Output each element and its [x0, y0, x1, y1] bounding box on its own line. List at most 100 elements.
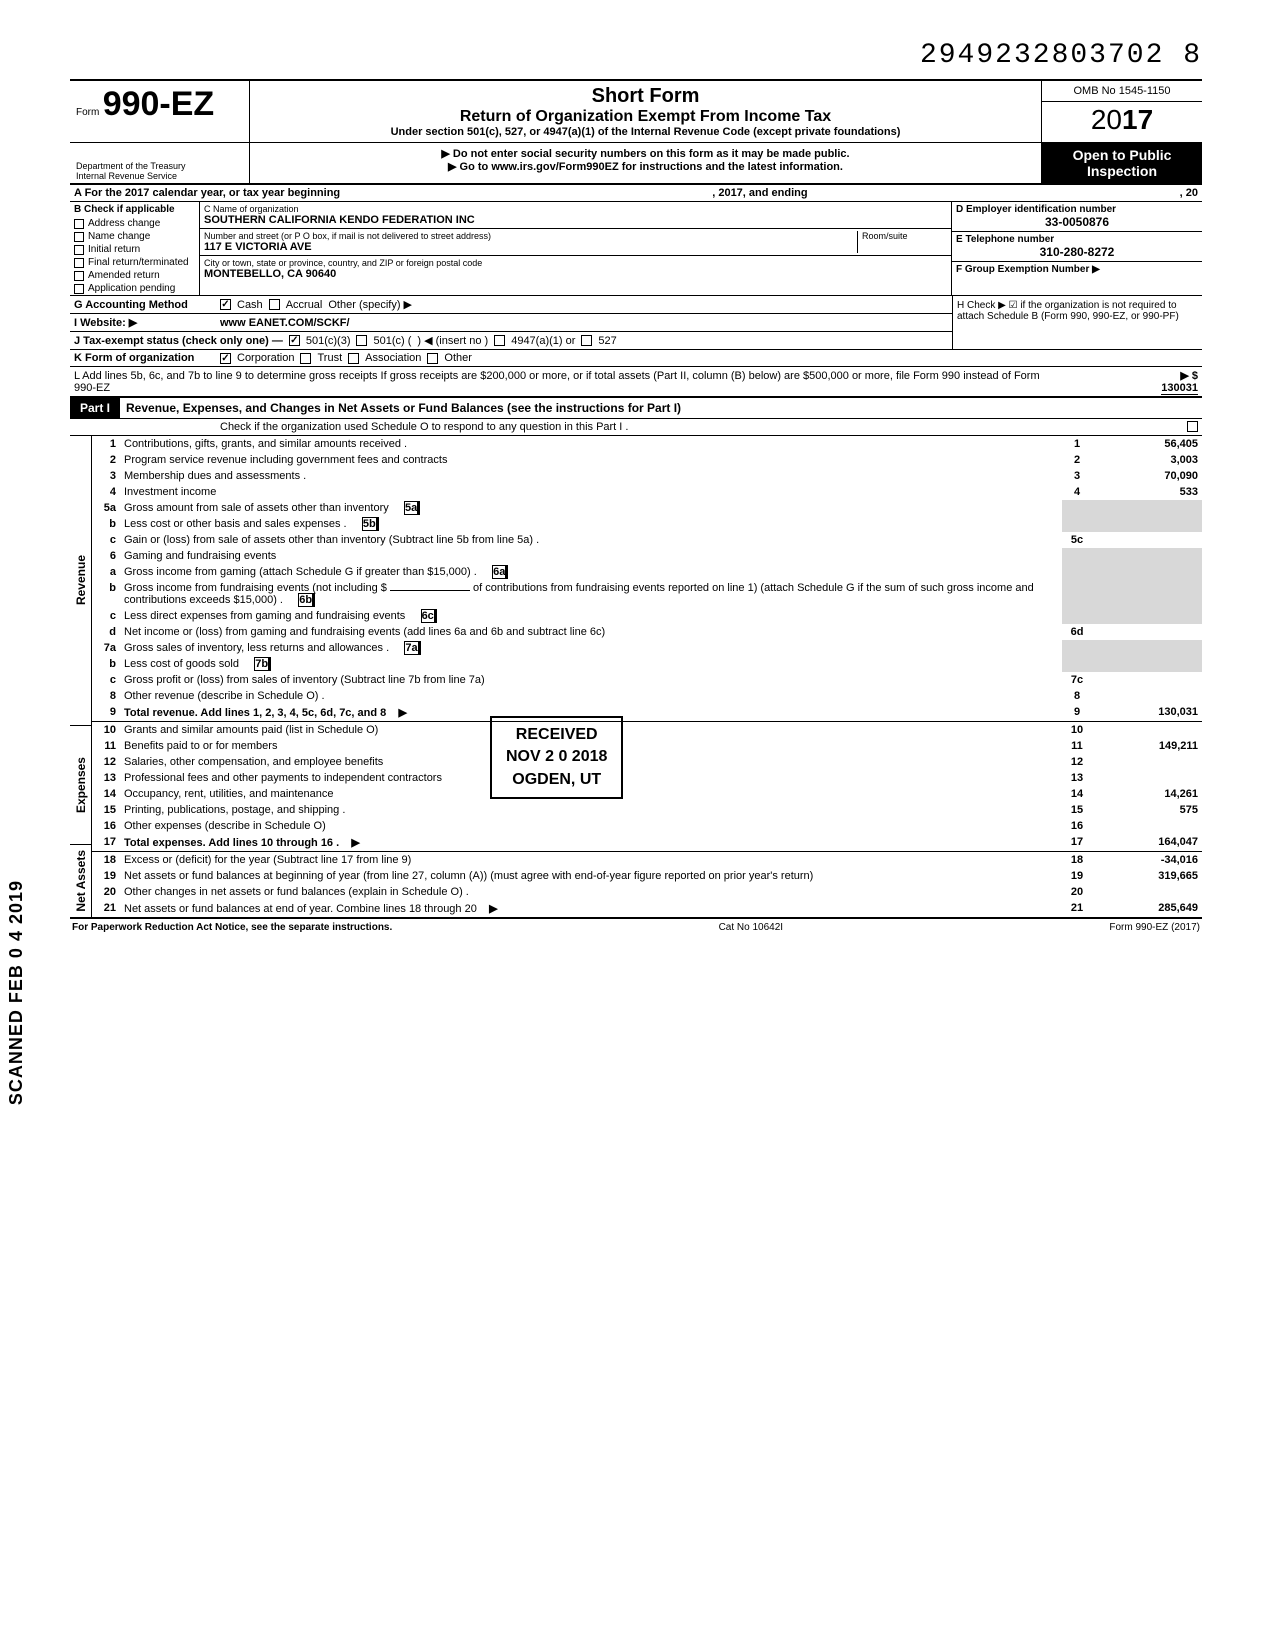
c-city-label: City or town, state or province, country…: [204, 258, 947, 268]
chk-final-return[interactable]: [74, 258, 84, 268]
line17-val: 164,047: [1092, 834, 1202, 852]
line2-desc: Program service revenue including govern…: [124, 454, 447, 466]
line11-val: 149,211: [1092, 738, 1202, 754]
document-number: 2949232803702 8: [70, 40, 1202, 71]
g-accrual: Accrual: [286, 299, 323, 311]
line6d-desc: Net income or (loss) from gaming and fun…: [124, 626, 605, 638]
line14-desc: Occupancy, rent, utilities, and maintena…: [124, 788, 334, 800]
chk-other-org[interactable]: [427, 353, 438, 364]
row-a: A For the 2017 calendar year, or tax yea…: [70, 185, 1202, 202]
e-label: E Telephone number: [956, 234, 1198, 245]
k-label: K Form of organization: [74, 352, 214, 364]
j-o3: 4947(a)(1) or: [511, 335, 575, 347]
line6a-desc: Gross income from gaming (attach Schedul…: [124, 566, 477, 578]
line2-val: 3,003: [1092, 452, 1202, 468]
chk-schedule-o[interactable]: [1187, 421, 1198, 432]
line18-val: -34,016: [1092, 852, 1202, 869]
row-i: I Website: ▶ www EANET.COM/SCKF/: [70, 314, 952, 332]
k-o4: Other: [444, 352, 472, 364]
title-main: Short Form: [258, 85, 1033, 108]
line7c-desc: Gross profit or (loss) from sales of inv…: [124, 674, 485, 686]
dept-treasury: Department of the Treasury: [76, 161, 243, 171]
row-a-end: , 20: [1180, 187, 1198, 199]
row-j: J Tax-exempt status (check only one) — ✓…: [70, 332, 952, 349]
line14-val: 14,261: [1092, 786, 1202, 802]
line1-desc: Contributions, gifts, grants, and simila…: [124, 438, 407, 450]
row-k: K Form of organization ✓Corporation Trus…: [70, 350, 1202, 367]
j-o1: 501(c)(3): [306, 335, 351, 347]
footer-right: Form 990-EZ (2017): [1109, 922, 1200, 933]
b-item-4: Amended return: [88, 270, 160, 281]
line3-desc: Membership dues and assessments .: [124, 470, 306, 482]
line6c-desc: Less direct expenses from gaming and fun…: [124, 610, 405, 622]
chk-trust[interactable]: [300, 353, 311, 364]
f-label: F Group Exemption Number ▶: [956, 264, 1198, 275]
part1-header: Part I Revenue, Expenses, and Changes in…: [70, 396, 1202, 419]
warning-ssn: ▶ Do not enter social security numbers o…: [254, 147, 1037, 160]
b-item-5: Application pending: [88, 283, 175, 294]
h-text: H Check ▶ ☑ if the organization is not r…: [952, 296, 1202, 349]
line16-desc: Other expenses (describe in Schedule O): [124, 820, 326, 832]
website: www EANET.COM/SCKF/: [220, 317, 350, 329]
b-item-2: Initial return: [88, 244, 140, 255]
k-o2: Trust: [317, 352, 342, 364]
dept-irs: Internal Revenue Service: [76, 171, 243, 181]
chk-amended-return[interactable]: [74, 271, 84, 281]
b-header: B Check if applicable: [70, 202, 199, 217]
chk-association[interactable]: [348, 353, 359, 364]
chk-501c[interactable]: [356, 335, 367, 346]
g-label: G Accounting Method: [74, 299, 214, 311]
part1-check-text: Check if the organization used Schedule …: [220, 421, 1187, 433]
chk-application-pending[interactable]: [74, 284, 84, 294]
line12-desc: Salaries, other compensation, and employ…: [124, 756, 383, 768]
c-name-label: C Name of organization: [204, 204, 947, 214]
chk-corporation[interactable]: ✓: [220, 353, 231, 364]
line5a-desc: Gross amount from sale of assets other t…: [124, 502, 389, 514]
j-o4: 527: [598, 335, 616, 347]
scanned-stamp: SCANNED FEB 0 4 2019: [6, 880, 27, 1105]
footer-left: For Paperwork Reduction Act Notice, see …: [72, 922, 392, 933]
chk-address-change[interactable]: [74, 219, 84, 229]
vlabel-expenses: Expenses: [74, 757, 88, 813]
j-o2: 501(c) (: [373, 335, 411, 347]
part1-title: Revenue, Expenses, and Changes in Net As…: [120, 398, 687, 418]
k-o3: Association: [365, 352, 421, 364]
line19-desc: Net assets or fund balances at beginning…: [124, 870, 813, 882]
form-header: Form 990-EZ Short Form Return of Organiz…: [70, 79, 1202, 143]
line21-val: 285,649: [1092, 900, 1202, 917]
l-gross-receipts: 130031: [1161, 382, 1198, 395]
line1-val: 56,405: [1092, 436, 1202, 452]
chk-4947[interactable]: [494, 335, 505, 346]
org-street: 117 E VICTORIA AVE: [204, 241, 947, 253]
chk-501c3[interactable]: ✓: [289, 335, 300, 346]
line3-val: 70,090: [1092, 468, 1202, 484]
c-street-label: Number and street (or P O box, if mail i…: [204, 231, 947, 241]
title-under: Under section 501(c), 527, or 4947(a)(1)…: [258, 126, 1033, 138]
b-item-1: Name change: [88, 231, 150, 242]
chk-527[interactable]: [581, 335, 592, 346]
line8-desc: Other revenue (describe in Schedule O) .: [124, 690, 325, 702]
open-to-public: Open to Public Inspection: [1042, 143, 1202, 183]
g-other: Other (specify) ▶: [328, 298, 412, 311]
chk-cash[interactable]: ✓: [220, 299, 231, 310]
line7b-desc: Less cost of goods sold: [124, 658, 239, 670]
row-g: G Accounting Method ✓ Cash Accrual Other …: [70, 296, 952, 314]
footer-mid: Cat No 10642I: [719, 922, 784, 933]
chk-accrual[interactable]: [269, 299, 280, 310]
l-text: L Add lines 5b, 6c, and 7b to line 9 to …: [74, 370, 1040, 394]
g-cash: Cash: [237, 299, 263, 311]
line10-desc: Grants and similar amounts paid (list in…: [124, 724, 378, 736]
row-l: L Add lines 5b, 6c, and 7b to line 9 to …: [70, 367, 1202, 396]
j-label: J Tax-exempt status (check only one) —: [74, 335, 283, 347]
b-item-0: Address change: [88, 218, 160, 229]
l-arrow: ▶ $: [1180, 370, 1198, 382]
line9-val: 130,031: [1092, 704, 1202, 722]
chk-name-change[interactable]: [74, 232, 84, 242]
b-item-3: Final return/terminated: [88, 257, 189, 268]
j-o2b: ) ◀ (insert no ): [417, 334, 488, 347]
vlabel-revenue: Revenue: [74, 555, 88, 605]
chk-initial-return[interactable]: [74, 245, 84, 255]
telephone: 310-280-8272: [956, 245, 1198, 259]
form-prefix: Form: [76, 107, 99, 118]
line9-desc: Total revenue. Add lines 1, 2, 3, 4, 5c,…: [124, 707, 386, 719]
